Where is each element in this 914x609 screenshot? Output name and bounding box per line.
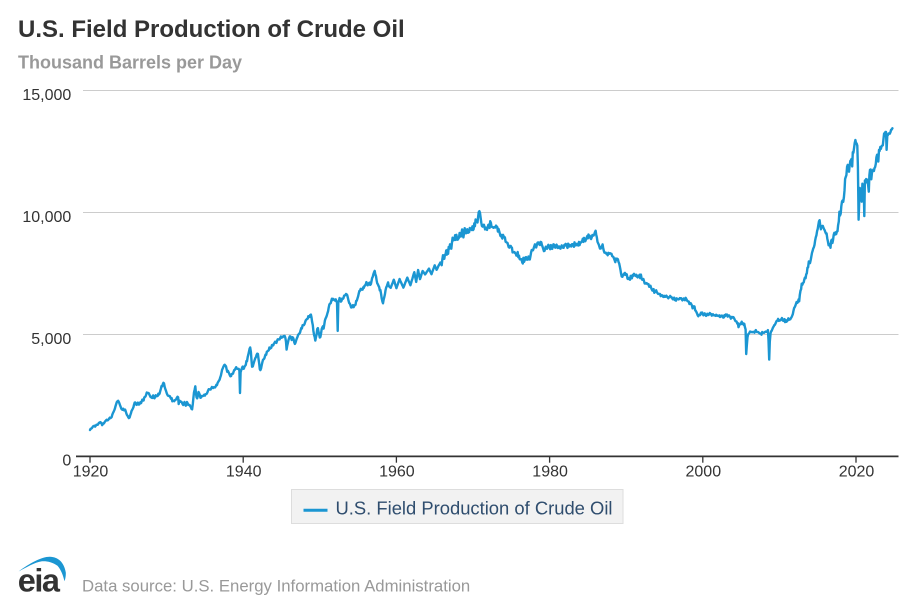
- svg-text:U.S. Field Production of Crude: U.S. Field Production of Crude Oil: [18, 16, 405, 43]
- svg-text:10,000: 10,000: [22, 209, 71, 226]
- svg-text:5,000: 5,000: [31, 331, 71, 348]
- svg-text:1980: 1980: [532, 463, 568, 480]
- svg-text:Data source: U.S. Energy Infor: Data source: U.S. Energy Information Adm…: [82, 576, 470, 595]
- svg-text:1920: 1920: [73, 463, 109, 480]
- svg-text:1940: 1940: [226, 463, 262, 480]
- svg-text:2020: 2020: [839, 463, 875, 480]
- svg-text:2000: 2000: [686, 463, 722, 480]
- svg-text:1960: 1960: [379, 463, 415, 480]
- svg-text:15,000: 15,000: [22, 87, 71, 104]
- svg-text:0: 0: [62, 452, 71, 469]
- svg-text:U.S. Field Production of Crude: U.S. Field Production of Crude Oil: [336, 498, 613, 519]
- svg-text:Thousand Barrels per Day: Thousand Barrels per Day: [18, 53, 242, 73]
- svg-text:eia: eia: [18, 563, 61, 599]
